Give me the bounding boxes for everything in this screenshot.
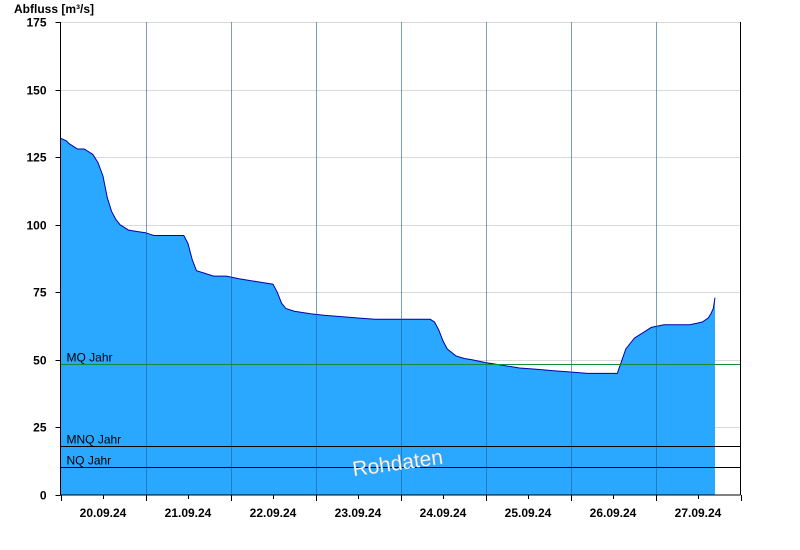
y-tick-label-0: 0 xyxy=(40,489,47,503)
x-tick-label-24.09.24: 24.09.24 xyxy=(420,506,467,520)
y-tick-label-100: 100 xyxy=(26,219,46,233)
tick-labels: 0 25 50 75 100 125 150 175 20.09.24 21.09.24 22.09… xyxy=(26,16,721,521)
x-tick-label-26.09.24: 26.09.24 xyxy=(590,506,637,520)
y-tick-label-150: 150 xyxy=(26,84,46,98)
y-tick-label-75: 75 xyxy=(33,286,47,300)
x-tick-label-23.09.24: 23.09.24 xyxy=(335,506,382,520)
x-tick-label-27.09.24: 27.09.24 xyxy=(675,506,722,520)
x-tick-label-21.09.24: 21.09.24 xyxy=(165,506,212,520)
discharge-area-fill xyxy=(60,138,715,495)
x-tick-label-20.09.24: 20.09.24 xyxy=(80,506,127,520)
y-tick-label-50: 50 xyxy=(33,354,47,368)
reference-lines: MQ Jahr MNQ Jahr NQ Jahr xyxy=(60,351,741,468)
x-tick-label-25.09.24: 25.09.24 xyxy=(505,506,552,520)
axes xyxy=(55,22,742,501)
y-tick-label-25: 25 xyxy=(33,421,47,435)
discharge-series-line xyxy=(60,137,716,374)
y-axis-title: Abfluss [m³/s] xyxy=(14,2,94,16)
discharge-area xyxy=(60,22,716,495)
y-tick-label-175: 175 xyxy=(26,16,46,30)
y-tick-label-125: 125 xyxy=(26,151,46,165)
x-tick-label-22.09.24: 22.09.24 xyxy=(250,506,297,520)
reference-label-3: NQ Jahr xyxy=(67,454,112,468)
reference-label-2: MNQ Jahr xyxy=(67,433,122,447)
reference-label-1: MQ Jahr xyxy=(67,351,113,365)
